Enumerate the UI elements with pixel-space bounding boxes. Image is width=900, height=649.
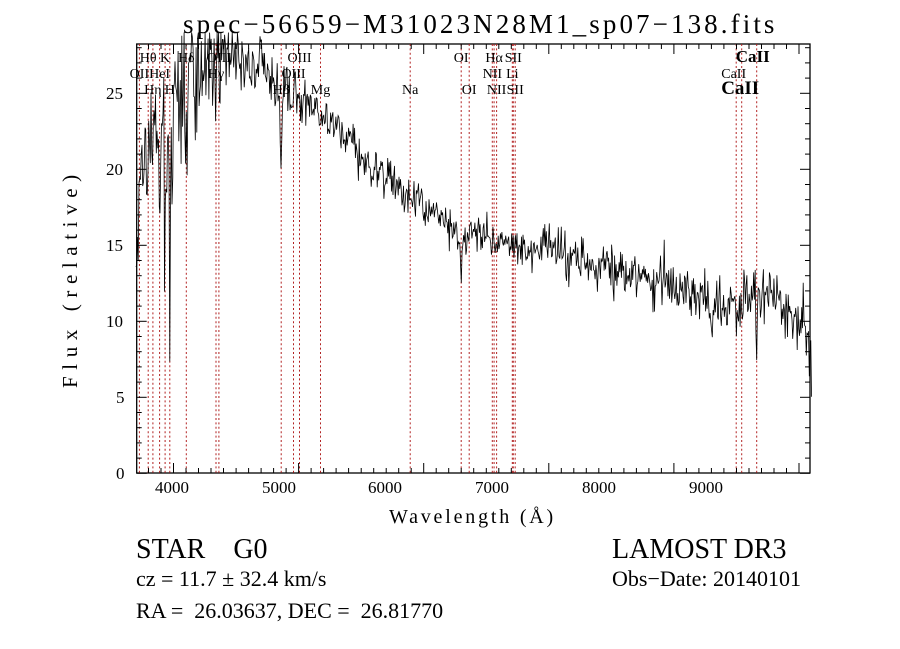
svg-text:Hη: Hη [144,83,161,98]
svg-text:OIII: OIII [287,51,311,66]
svg-text:Hγ: Hγ [208,67,224,82]
svg-text:Li: Li [506,67,519,82]
svg-text:HeI: HeI [149,67,170,82]
svg-text:NII: NII [487,83,507,98]
svg-text:Mg: Mg [311,83,330,98]
svg-text:Na: Na [402,83,419,98]
svg-text:OII: OII [130,67,150,82]
svg-text:CaII: CaII [721,67,746,82]
svg-text:OIII: OIII [207,51,231,66]
svg-text:SII: SII [507,83,524,98]
svg-text:NII: NII [483,67,503,82]
svg-text:OIII: OIII [281,67,305,82]
svg-text:Hβ: Hβ [273,83,290,98]
svg-text:Hα: Hα [485,51,503,66]
svg-text:OI: OI [454,51,469,66]
svg-text:SII: SII [505,51,522,66]
svg-text:CaII: CaII [736,47,770,66]
svg-text:H: H [165,83,175,98]
svg-text:K: K [160,51,170,66]
svg-text:OI: OI [462,83,477,98]
svg-text:Hδ: Hδ [178,51,195,66]
svg-text:Hθ: Hθ [140,51,157,66]
